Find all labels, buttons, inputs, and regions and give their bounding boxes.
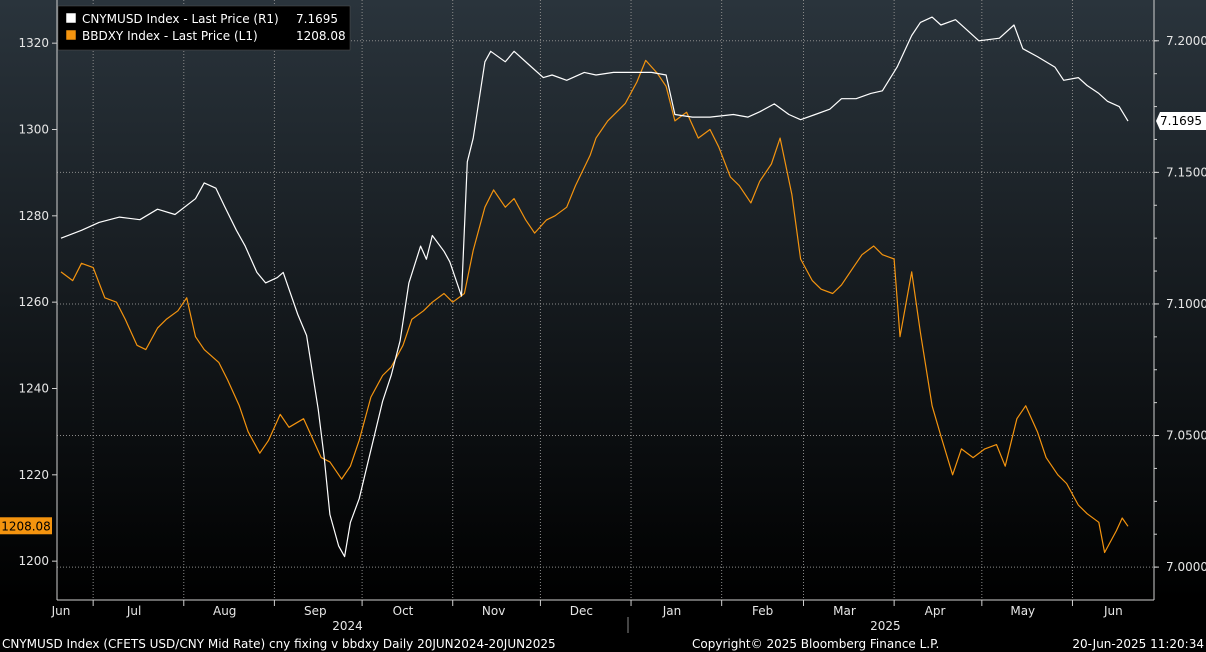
right-y-axis: 7.0000 7.0500 7.1000 7.1500 7.2000 <box>1154 34 1206 574</box>
x-year-label: 2024 <box>332 619 363 633</box>
x-month-label: Mar <box>833 604 856 618</box>
left-tick-label: 1200 <box>18 554 49 568</box>
legend-label-cnymusd: CNYMUSD Index - Last Price (R1) <box>82 12 279 26</box>
left-tick-label: 1300 <box>18 122 49 136</box>
right-tick-label: 7.1500 <box>1166 165 1206 179</box>
right-tick-label: 7.1000 <box>1166 297 1206 311</box>
x-axis: Jun Jul Aug Sep Oct Nov Dec Jan Feb Mar Apr May Jun 2… <box>51 600 1123 633</box>
legend-swatch-bbdxy <box>65 29 77 41</box>
series-line-cnymusd <box>60 16 1129 558</box>
last-value-label-right: 7.1695 <box>1156 112 1206 131</box>
series-line-bbdxy <box>60 59 1129 554</box>
x-month-label: Apr <box>925 604 946 618</box>
x-month-label: Nov <box>482 604 505 618</box>
right-tick-label: 7.0000 <box>1166 560 1206 574</box>
x-month-label: May <box>1010 604 1035 618</box>
legend: CNYMUSD Index - Last Price (R1) 7.1695 B… <box>57 5 351 51</box>
x-month-label: Dec <box>570 604 593 618</box>
right-tick-label: 7.0500 <box>1166 429 1206 443</box>
left-tick-label: 1220 <box>18 468 49 482</box>
legend-box <box>57 5 351 51</box>
x-month-label: Jun <box>1103 604 1123 618</box>
footer: CNYMUSD Index (CFETS USD/CNY Mid Rate) c… <box>2 617 1204 651</box>
legend-value-bbdxy: 1208.08 <box>296 29 346 43</box>
x-month-label: Aug <box>213 604 236 618</box>
left-tick-label: 1320 <box>18 36 49 50</box>
footer-copyright: Copyright© 2025 Bloomberg Finance L.P. <box>692 637 939 651</box>
last-value-label-left: 1208.08 <box>0 517 52 535</box>
x-month-label: Sep <box>304 604 327 618</box>
x-month-label: Oct <box>393 604 414 618</box>
plot-background <box>0 0 1206 600</box>
footer-description: CNYMUSD Index (CFETS USD/CNY Mid Rate) c… <box>2 637 556 651</box>
left-tick-label: 1260 <box>18 295 49 309</box>
x-month-label: Feb <box>752 604 773 618</box>
x-year-label: 2025 <box>870 619 901 633</box>
x-month-label: Jun <box>51 604 71 618</box>
legend-label-bbdxy: BBDXY Index - Last Price (L1) <box>82 29 258 43</box>
legend-swatch-cnymusd <box>65 12 77 24</box>
x-month-label: Jan <box>662 604 682 618</box>
right-tick-label: 7.2000 <box>1166 34 1206 48</box>
left-tick-label: 1240 <box>18 381 49 395</box>
last-value-left-text: 1208.08 <box>1 519 51 533</box>
x-month-label: Jul <box>126 604 141 618</box>
plot-frame <box>56 0 1155 601</box>
footer-timestamp: 20-Jun-2025 11:20:34 <box>1072 637 1204 651</box>
grid <box>57 0 1154 600</box>
left-y-axis: 1200 1220 1240 1260 1280 1300 1320 <box>18 36 57 568</box>
left-tick-label: 1280 <box>18 209 49 223</box>
legend-value-cnymusd: 7.1695 <box>296 12 338 26</box>
last-value-right-text: 7.1695 <box>1160 114 1202 128</box>
